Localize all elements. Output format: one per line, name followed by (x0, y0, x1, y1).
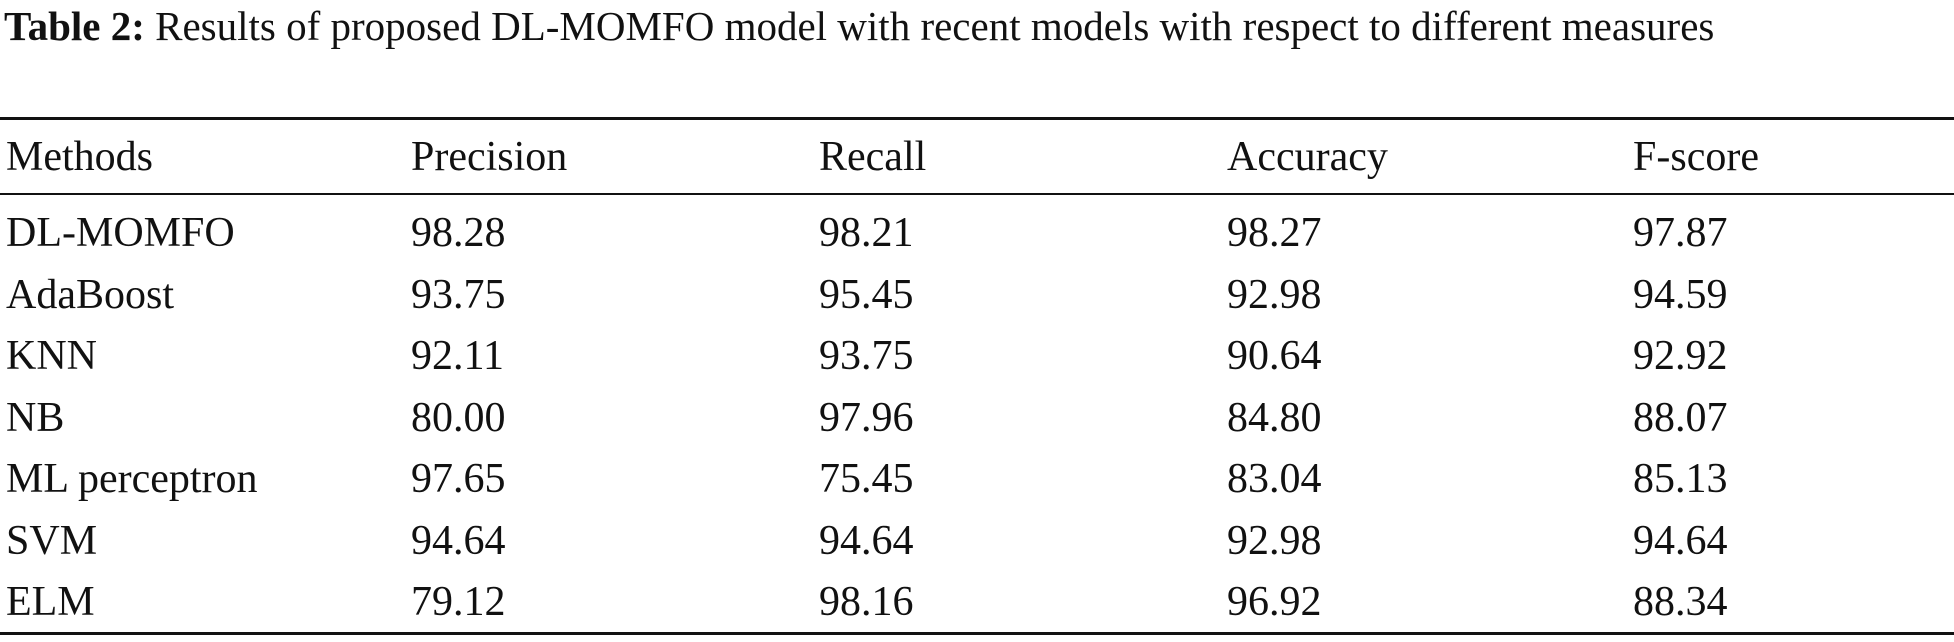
value-cell: 96.92 (1227, 579, 1322, 625)
header-cell: F-score (1633, 134, 1759, 180)
header-rule (0, 193, 1954, 195)
bottom-rule (0, 632, 1954, 635)
value-cell: 98.27 (1227, 210, 1322, 256)
value-cell: 92.92 (1633, 333, 1728, 379)
header-cell: Recall (819, 134, 927, 180)
value-cell: 94.59 (1633, 271, 1728, 318)
top-rule (0, 117, 1954, 120)
header-cell: Precision (411, 134, 568, 180)
method-cell: NB (6, 394, 65, 441)
value-cell: 90.64 (1227, 333, 1322, 379)
method-cell: KNN (6, 333, 97, 379)
value-cell: 97.96 (819, 394, 914, 441)
value-cell: 94.64 (1633, 517, 1728, 564)
value-cell: 98.21 (819, 210, 914, 256)
value-cell: 93.75 (411, 271, 506, 318)
value-cell: 97.87 (1633, 210, 1728, 256)
header-cell: Methods (6, 134, 153, 180)
value-cell: 95.45 (819, 271, 914, 318)
value-cell: 98.16 (819, 579, 914, 625)
method-cell: ML perceptron (6, 456, 258, 502)
value-cell: 79.12 (411, 579, 506, 625)
method-cell: AdaBoost (6, 271, 174, 318)
caption-label: Table 2: (4, 3, 145, 49)
method-cell: SVM (6, 517, 98, 564)
value-cell: 94.64 (411, 517, 506, 564)
value-cell: 83.04 (1227, 456, 1322, 502)
header-cell: Accuracy (1227, 134, 1388, 180)
method-cell: DL-MOMFO (6, 210, 235, 256)
value-cell: 84.80 (1227, 394, 1322, 441)
value-cell: 92.98 (1227, 271, 1322, 318)
value-cell: 75.45 (819, 456, 914, 502)
value-cell: 88.34 (1633, 579, 1728, 625)
method-cell: ELM (6, 579, 95, 625)
value-cell: 85.13 (1633, 456, 1728, 502)
value-cell: 92.11 (411, 333, 504, 379)
caption-text: Results of proposed DL-MOMFO model with … (155, 3, 1715, 49)
value-cell: 88.07 (1633, 394, 1728, 441)
value-cell: 98.28 (411, 210, 506, 256)
value-cell: 93.75 (819, 333, 914, 379)
value-cell: 97.65 (411, 456, 506, 502)
value-cell: 94.64 (819, 517, 914, 564)
table-caption: Table 2: Results of proposed DL-MOMFO mo… (4, 2, 1950, 50)
value-cell: 80.00 (411, 394, 506, 441)
value-cell: 92.98 (1227, 517, 1322, 564)
